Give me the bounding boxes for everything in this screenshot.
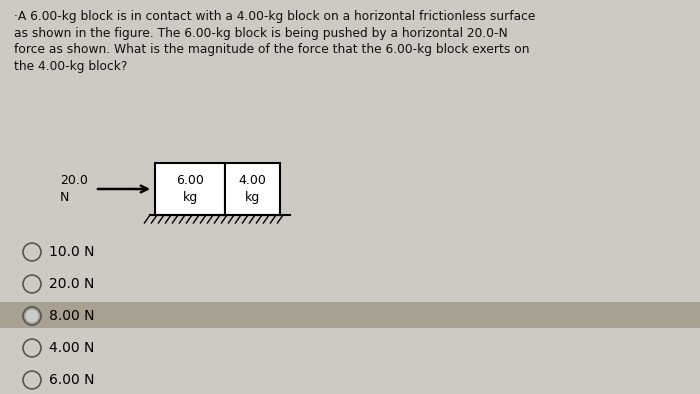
- Text: the 4.00-kg block?: the 4.00-kg block?: [14, 59, 127, 72]
- Text: 20.0: 20.0: [60, 174, 88, 187]
- Text: 8.00 N: 8.00 N: [49, 309, 94, 323]
- Circle shape: [25, 310, 38, 322]
- Bar: [225, 163, 280, 215]
- Bar: [0, 302, 700, 328]
- Text: 6.00 N: 6.00 N: [49, 373, 94, 387]
- Text: 4.00 N: 4.00 N: [49, 341, 94, 355]
- Text: as shown in the figure. The 6.00-kg block is being pushed by a horizontal 20.0-N: as shown in the figure. The 6.00-kg bloc…: [14, 26, 508, 39]
- Bar: [155, 163, 225, 215]
- Text: force as shown. What is the magnitude of the force that the 6.00-kg block exerts: force as shown. What is the magnitude of…: [14, 43, 529, 56]
- Text: 10.0 N: 10.0 N: [49, 245, 94, 259]
- Text: ·A 6.00-kg block is in contact with a 4.00-kg block on a horizontal frictionless: ·A 6.00-kg block is in contact with a 4.…: [14, 10, 536, 23]
- Text: 20.0 N: 20.0 N: [49, 277, 94, 291]
- Text: N: N: [60, 191, 69, 204]
- Text: 4.00
kg: 4.00 kg: [239, 174, 267, 204]
- Text: 6.00
kg: 6.00 kg: [176, 174, 204, 204]
